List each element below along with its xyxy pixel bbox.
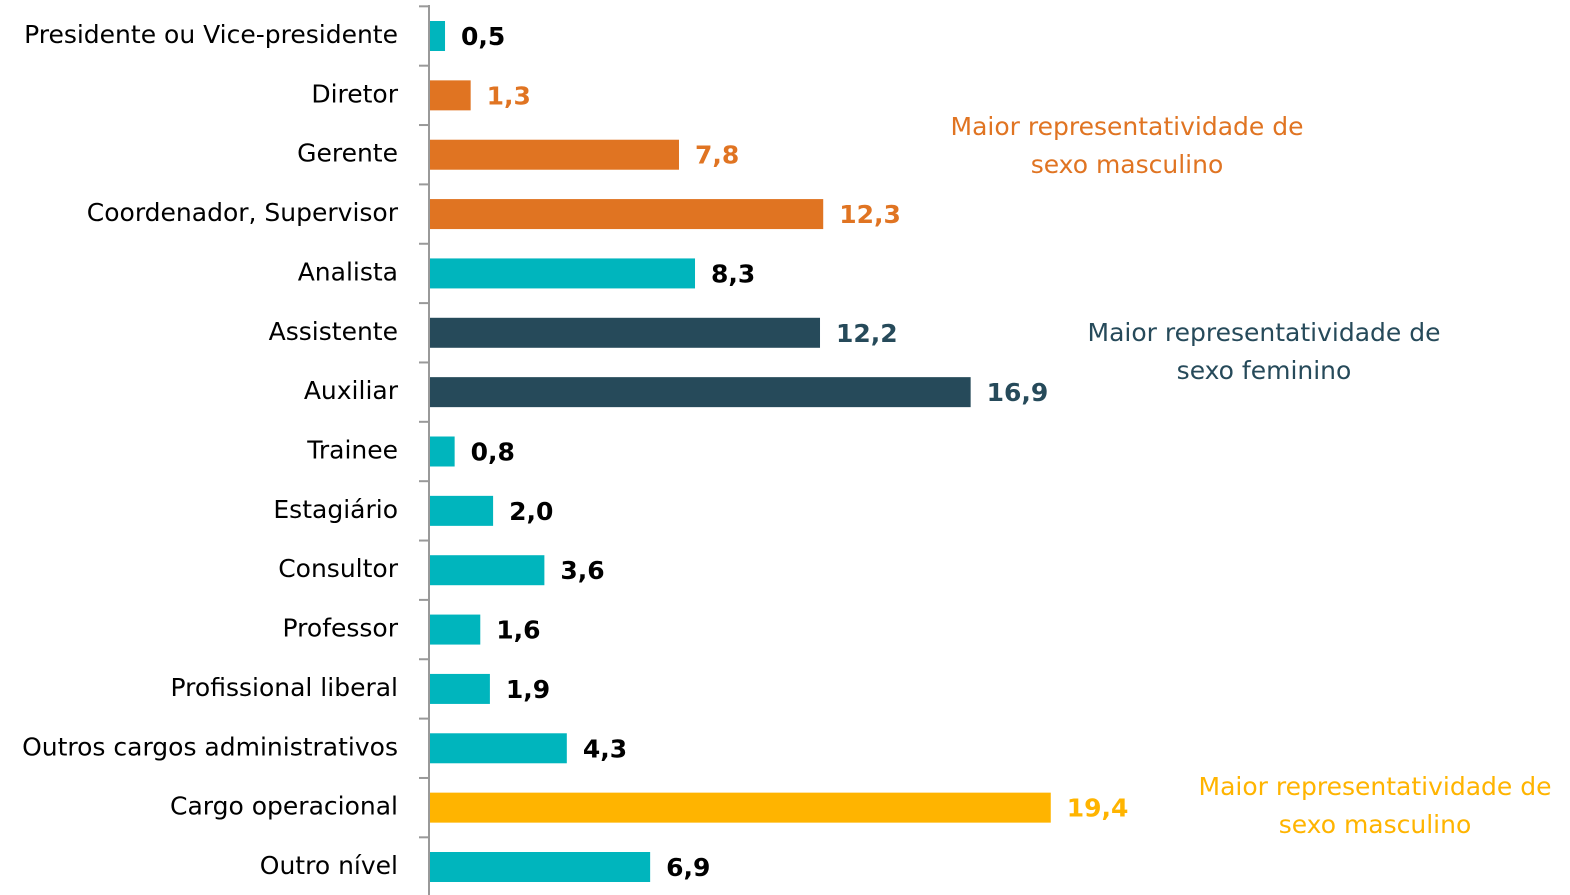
category-label: Presidente ou Vice-presidente (24, 20, 398, 49)
bar (429, 80, 471, 111)
category-label: Outro nível (260, 851, 398, 880)
value-label: 1,6 (496, 616, 540, 645)
category-label: Assistente (269, 317, 398, 346)
category-label: Profissional liberal (171, 673, 398, 702)
value-label: 7,8 (695, 141, 739, 170)
bar (429, 199, 824, 230)
value-label: 1,9 (506, 675, 550, 704)
category-label: Cargo operacional (170, 792, 398, 821)
annotation: Maior representatividade de (1088, 318, 1441, 347)
value-label: 8,3 (711, 259, 755, 288)
value-label: 1,3 (487, 81, 531, 110)
annotation: sexo masculino (1031, 150, 1224, 179)
value-label: 6,9 (666, 853, 710, 882)
bar (429, 317, 821, 348)
bar (429, 792, 1051, 823)
category-label: Coordenador, Supervisor (87, 198, 399, 227)
category-label: Analista (298, 257, 398, 286)
value-label: 4,3 (583, 734, 627, 763)
annotation: Maior representatividade de (1199, 772, 1552, 801)
value-label: 12,2 (836, 319, 898, 348)
value-label: 3,6 (560, 556, 604, 585)
bar (429, 258, 696, 289)
bar (429, 139, 679, 170)
bar (429, 733, 567, 764)
category-label: Auxiliar (304, 376, 399, 405)
category-label: Diretor (311, 79, 398, 108)
category-label: Consultor (278, 554, 399, 583)
annotation: Maior representatividade de (951, 112, 1304, 141)
bar (429, 614, 481, 645)
bar (429, 555, 545, 586)
annotation: sexo masculino (1279, 810, 1472, 839)
category-label: Gerente (297, 139, 398, 168)
bar (429, 436, 455, 467)
value-label: 0,8 (471, 438, 515, 467)
bar (429, 495, 494, 526)
value-label: 19,4 (1067, 794, 1129, 823)
bar (429, 377, 971, 408)
value-label: 2,0 (509, 497, 553, 526)
category-label: Outros cargos administrativos (22, 732, 398, 761)
value-label: 12,3 (839, 200, 901, 229)
bar (429, 673, 490, 704)
category-label: Professor (283, 614, 399, 643)
category-label: Estagiário (273, 495, 398, 524)
value-label: 0,5 (461, 22, 505, 51)
annotation: sexo feminino (1177, 356, 1352, 385)
category-label: Trainee (306, 436, 398, 465)
value-label: 16,9 (987, 378, 1049, 407)
bar (429, 852, 651, 882)
bar (429, 21, 446, 51)
